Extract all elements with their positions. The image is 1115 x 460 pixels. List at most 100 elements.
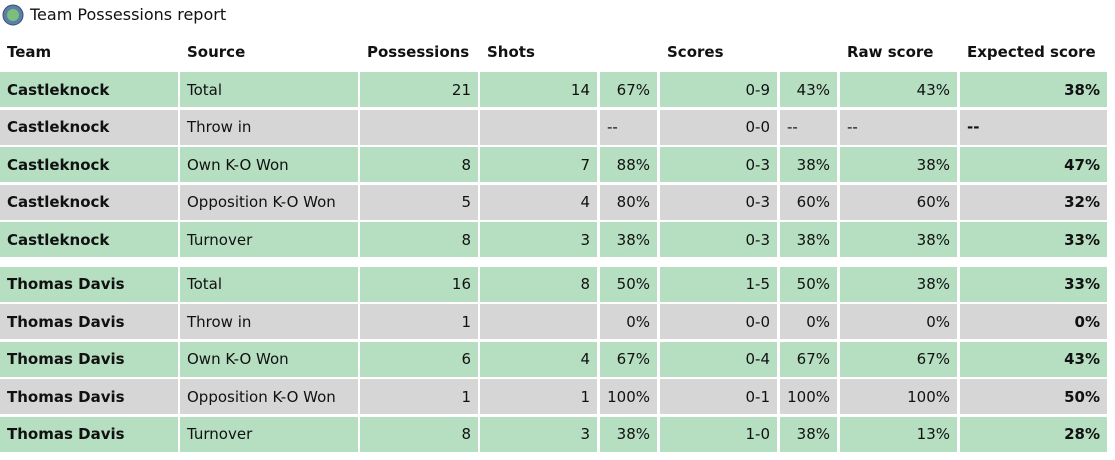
table-cell: Castleknock [0,184,178,220]
table-cell: 8 [360,222,478,257]
table-cell: 0-9 [660,72,777,107]
table-cell: 14 [480,72,597,107]
table-cell: 1-5 [660,266,777,302]
table-cell: 38% [780,222,837,257]
table-cell: 0% [600,304,657,339]
table-cell [480,109,597,145]
table-cell: 67% [600,341,657,377]
table-cell: 28% [960,416,1107,452]
table-cell: 32% [960,184,1107,220]
table-cell: Throw in [180,304,358,339]
table-cell [360,109,478,145]
table-cell: -- [840,109,957,145]
table-cell: 43% [780,72,837,107]
table-cell: Opposition K-O Won [180,379,358,414]
table-cell: 60% [780,184,837,220]
table-cell: Opposition K-O Won [180,184,358,220]
table-cell: 100% [780,379,837,414]
table-cell: 43% [960,341,1107,377]
table-cell: 8 [360,416,478,452]
table-cell: 1 [480,379,597,414]
table-cell: 38% [600,222,657,257]
table-cell: 38% [780,416,837,452]
table-cell: -- [600,109,657,145]
table-cell: 16 [360,266,478,302]
table-cell: 7 [480,147,597,182]
table-cell: Castleknock [0,109,178,145]
table-cell: 38% [840,147,957,182]
table-cell: 50% [960,379,1107,414]
table-cell: 100% [840,379,957,414]
table-cell: 13% [840,416,957,452]
table-cell: 67% [840,341,957,377]
table-cell: 0-3 [660,147,777,182]
table-cell: Thomas Davis [0,341,178,377]
table-cell: 0-1 [660,379,777,414]
table-cell: Thomas Davis [0,304,178,339]
table-cell: 38% [840,266,957,302]
table-cell: 80% [600,184,657,220]
table-cell: Thomas Davis [0,416,178,452]
table-cell: Total [180,72,358,107]
report-icon [2,4,24,26]
column-header: Source [187,43,246,61]
table-cell: 1 [360,304,478,339]
table-cell: 67% [780,341,837,377]
table-cell: 47% [960,147,1107,182]
table-cell: 0% [780,304,837,339]
table-cell: Total [180,266,358,302]
table-cell: Own K-O Won [180,341,358,377]
table-cell: Turnover [180,222,358,257]
table-cell [480,304,597,339]
table-cell: 3 [480,222,597,257]
table-cell: 1 [360,379,478,414]
table-cell: Castleknock [0,147,178,182]
table-cell: 38% [780,147,837,182]
table-cell: 5 [360,184,478,220]
table-cell: 1-0 [660,416,777,452]
table-cell: 50% [780,266,837,302]
table-cell: Castleknock [0,222,178,257]
table-cell: 60% [840,184,957,220]
table-cell: 0% [960,304,1107,339]
table-cell: 8 [360,147,478,182]
table-cell: Throw in [180,109,358,145]
table-cell: 21 [360,72,478,107]
table-cell: 38% [960,72,1107,107]
table-cell: 4 [480,341,597,377]
table-cell: 38% [840,222,957,257]
table-cell: -- [960,109,1107,145]
table-cell: 43% [840,72,957,107]
table-cell: 88% [600,147,657,182]
table-cell: 0-0 [660,304,777,339]
table-cell: 38% [600,416,657,452]
table-cell: 33% [960,266,1107,302]
table-cell: 4 [480,184,597,220]
table-cell: 6 [360,341,478,377]
column-header: Scores [667,43,724,61]
table-cell: Own K-O Won [180,147,358,182]
column-header: Possessions [367,43,470,61]
table-cell: -- [780,109,837,145]
report-title: Team Possessions report [30,5,227,24]
column-header: Shots [487,43,535,61]
table-cell: 0-3 [660,222,777,257]
table-cell: 50% [600,266,657,302]
table-cell: Turnover [180,416,358,452]
table-cell: Thomas Davis [0,379,178,414]
column-header: Team [7,43,52,61]
table-cell: 0-0 [660,109,777,145]
table-cell: 33% [960,222,1107,257]
table-cell: Castleknock [0,72,178,107]
table-cell: 8 [480,266,597,302]
column-header: Raw score [847,43,934,61]
table-cell: 100% [600,379,657,414]
column-header: Expected score [967,43,1096,61]
table-cell: 0-3 [660,184,777,220]
table-cell: Thomas Davis [0,266,178,302]
table-cell: 67% [600,72,657,107]
table-cell: 0-4 [660,341,777,377]
table-cell: 3 [480,416,597,452]
table-cell: 0% [840,304,957,339]
